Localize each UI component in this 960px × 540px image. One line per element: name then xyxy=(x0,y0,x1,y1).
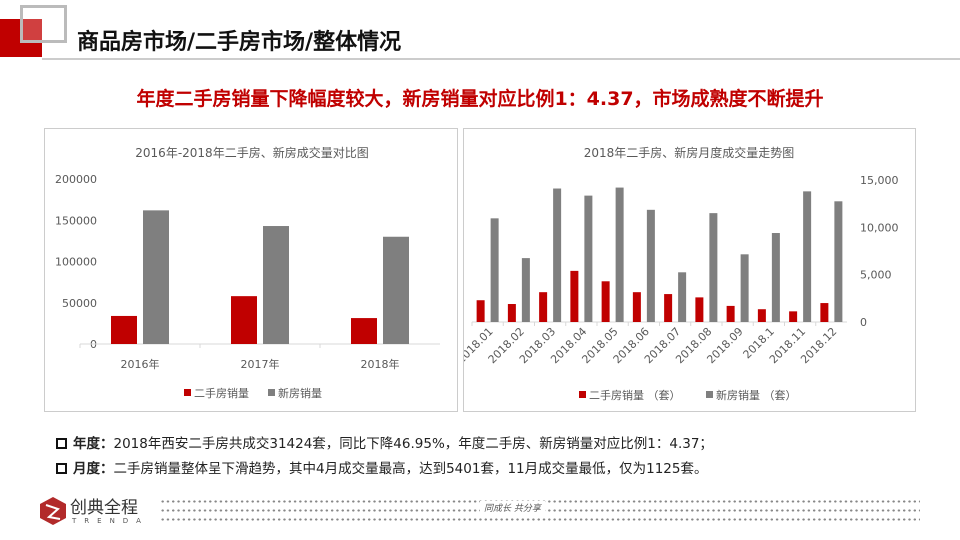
y-tick-label: 10,000 xyxy=(860,221,899,234)
bullet-label: 月度： xyxy=(73,461,114,477)
y-tick-label: 150000 xyxy=(55,214,97,227)
bar-new-house xyxy=(263,226,289,344)
bar-second-hand xyxy=(476,300,485,322)
bar-new-house xyxy=(834,201,843,322)
page-title: 商品房市场/二手房市场/整体情况 xyxy=(77,30,402,55)
y-tick-label: 0 xyxy=(860,316,867,329)
bar-second-hand xyxy=(539,292,548,322)
bar-new-house xyxy=(383,236,409,344)
legend-swatch xyxy=(268,389,275,396)
bar-new-house xyxy=(143,210,169,344)
brand-name: 创典全程 xyxy=(70,498,138,518)
bar-second-hand xyxy=(231,296,257,344)
bar-second-hand xyxy=(757,309,766,322)
title-divider xyxy=(42,58,960,60)
bullet-text: 2018年西安二手房共成交31424套，同比下降46.95%，年度二手房、新房销… xyxy=(113,436,713,452)
x-tick-label: 2016年 xyxy=(121,357,160,371)
bar-second-hand xyxy=(789,311,798,322)
headline: 年度二手房销量下降幅度较大，新房销量对应比例1：4.37，市场成熟度不断提升 xyxy=(136,88,824,110)
yearly-comparison-chart: 2016年-2018年二手房、新房成交量对比图05000010000015000… xyxy=(44,128,458,412)
bar-new-house xyxy=(740,254,749,322)
bar-second-hand xyxy=(632,292,641,322)
bar-second-hand xyxy=(820,303,829,322)
chart-title: 2018年二手房、新房月度成交量走势图 xyxy=(584,145,795,160)
bar-new-house xyxy=(803,191,812,322)
bar-new-house xyxy=(646,209,655,322)
bar-new-house xyxy=(771,233,780,322)
chart-title: 2016年-2018年二手房、新房成交量对比图 xyxy=(135,145,368,160)
y-tick-label: 50000 xyxy=(62,297,97,310)
bar-second-hand xyxy=(664,294,673,322)
brand-name-en: TRENDA xyxy=(72,517,149,525)
bar-second-hand xyxy=(695,297,704,322)
y-tick-label: 200000 xyxy=(55,173,97,186)
brand-logo-icon xyxy=(40,497,66,525)
bar-second-hand xyxy=(507,304,516,322)
bar-second-hand xyxy=(111,315,137,344)
bar-second-hand xyxy=(570,270,579,322)
bullet-yearly: 年度：2018年西安二手房共成交31424套，同比下降46.95%，年度二手房、… xyxy=(56,432,713,457)
monthly-trend-chart: 2018年二手房、新房月度成交量走势图 0 5,000 10,000 15,000 201… xyxy=(463,128,916,412)
bar-second-hand xyxy=(351,318,377,344)
summary-bullets: 年度：2018年西安二手房共成交31424套，同比下降46.95%，年度二手房、… xyxy=(56,432,713,482)
legend-label: 二手房销量 xyxy=(194,386,249,400)
legend-swatch xyxy=(579,391,586,398)
bar-new-house xyxy=(709,213,718,322)
legend-label: 二手房销量 （套） xyxy=(589,388,681,402)
footer-dots xyxy=(160,518,920,521)
bar-new-house xyxy=(553,188,562,322)
bar-new-house xyxy=(490,218,499,322)
checkbox-square-icon xyxy=(56,463,67,474)
bar-second-hand xyxy=(726,305,735,322)
checkbox-square-icon xyxy=(56,438,67,449)
y-tick-label: 5,000 xyxy=(860,269,892,282)
bar-new-house xyxy=(521,258,530,322)
bullet-label: 年度： xyxy=(73,436,114,452)
legend-label: 新房销量 xyxy=(278,386,322,400)
slogan: 同成长 共分享 xyxy=(480,501,545,514)
legend-swatch xyxy=(706,391,713,398)
x-tick-label: 2018年 xyxy=(361,357,400,371)
y-tick-label: 100000 xyxy=(55,256,97,269)
y-tick-label: 15,000 xyxy=(860,174,899,187)
bullet-monthly: 月度：二手房销量整体呈下滑趋势，其中4月成交量最高，达到5401套，11月成交量… xyxy=(56,457,713,482)
bullet-text: 二手房销量整体呈下滑趋势，其中4月成交量最高，达到5401套，11月成交量最低，… xyxy=(113,461,708,477)
bar-new-house xyxy=(678,272,687,322)
legend-swatch xyxy=(184,389,191,396)
bar-new-house xyxy=(615,187,624,322)
legend-label: 新房销量 （套） xyxy=(716,388,797,402)
bar-new-house xyxy=(584,195,593,322)
title-decoration-frame xyxy=(20,5,67,43)
x-tick-label: 2017年 xyxy=(241,357,280,371)
bar-second-hand xyxy=(601,281,610,322)
